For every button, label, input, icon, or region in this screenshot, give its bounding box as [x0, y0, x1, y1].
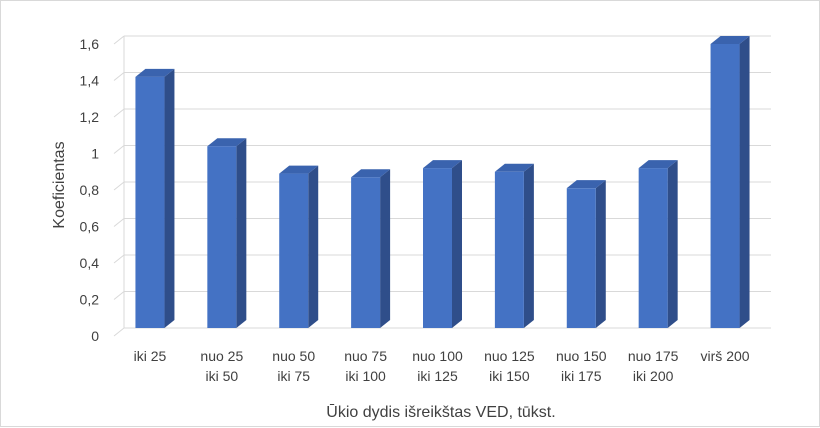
- x-tick-line: nuo 100: [412, 348, 463, 364]
- x-tick-label: virš 200: [701, 348, 750, 364]
- y-tick-label: 0,8: [80, 182, 100, 198]
- gridline-diag: [113, 291, 125, 300]
- x-tick-label: nuo 150 iki 175: [556, 348, 607, 384]
- bar-front: [351, 177, 381, 328]
- x-tick-line: nuo 75: [344, 348, 387, 364]
- gridline-diag: [113, 181, 125, 191]
- x-tick-line: nuo 50: [272, 348, 315, 364]
- y-tick-label: 1,2: [80, 109, 100, 125]
- bar: [638, 160, 678, 328]
- gridline-diag: [113, 218, 125, 227]
- bar-top: [279, 165, 319, 174]
- bar: [279, 165, 319, 328]
- bar-top: [351, 169, 391, 178]
- x-tick-line: iki 50: [205, 368, 238, 384]
- y-tick-labels: 0 0,2 0,4 0,6 0,8 1 1,2 1,4 1,6: [80, 36, 100, 344]
- x-tick-label: nuo 75 iki 100: [344, 348, 387, 384]
- bar-front: [423, 168, 452, 328]
- y-tick-label: 1,4: [80, 73, 100, 89]
- x-tick-line: iki 125: [417, 368, 458, 384]
- x-tick-line: iki 100: [345, 368, 386, 384]
- bar-side: [380, 169, 391, 328]
- x-tick-label: nuo 25 iki 50: [200, 348, 243, 384]
- bar-top: [566, 180, 606, 189]
- x-tick-line: iki 175: [561, 368, 602, 384]
- y-tick-label: 0,4: [80, 255, 100, 271]
- bar-side: [595, 180, 606, 328]
- gridline-diag: [113, 327, 125, 337]
- x-tick-label: nuo 175 iki 200: [628, 348, 679, 384]
- x-tick-label: nuo 125 iki 150: [484, 348, 535, 384]
- bars: [135, 36, 750, 328]
- x-axis-title: Ūkio dydis išreikštas VED, tūkst.: [326, 403, 555, 421]
- bar-front: [638, 168, 668, 328]
- y-tick-label: 1: [91, 146, 99, 162]
- bar-side: [164, 68, 175, 328]
- bar: [423, 160, 462, 328]
- bar-front: [710, 44, 740, 328]
- bar-top: [135, 68, 175, 77]
- bar-top: [494, 163, 534, 172]
- bar-side: [452, 160, 462, 328]
- bar: [351, 169, 391, 328]
- bar-front: [566, 188, 596, 328]
- bar-front: [207, 146, 237, 328]
- x-tick-line: iki 200: [633, 368, 674, 384]
- bar: [494, 163, 534, 328]
- bar-top: [207, 138, 247, 147]
- x-tick-line: nuo 25: [200, 348, 243, 364]
- bar-side: [236, 138, 247, 328]
- x-tick-label: iki 25: [134, 348, 167, 364]
- x-tick-line: iki 150: [489, 368, 530, 384]
- bar-top: [638, 160, 678, 169]
- bar-front: [135, 76, 165, 328]
- x-tick-label: nuo 100 iki 125: [412, 348, 463, 384]
- bar: [135, 68, 175, 328]
- x-tick-label: nuo 50 iki 75: [272, 348, 315, 384]
- x-tick-line: virš 200: [701, 348, 750, 364]
- x-tick-line: nuo 175: [628, 348, 679, 364]
- bar-top: [710, 36, 750, 44]
- gridline-diag: [113, 72, 125, 81]
- x-tick-line: nuo 125: [484, 348, 535, 364]
- bar-side: [308, 165, 319, 328]
- bar-side: [523, 163, 534, 328]
- x-tick-line: iki 25: [134, 348, 167, 364]
- y-tick-label: 0,2: [80, 292, 100, 308]
- y-axis-title: Koeficientas: [51, 141, 68, 228]
- bar-side: [667, 160, 678, 328]
- gridline-diag: [113, 108, 125, 118]
- y-tick-label: 0,6: [80, 219, 100, 235]
- y-tick-label: 0: [91, 328, 99, 344]
- gridline-diag: [113, 35, 125, 45]
- y-tick-label: 1,6: [80, 36, 100, 52]
- bar: [566, 180, 606, 328]
- bar-top: [423, 160, 462, 169]
- bar-side: [739, 36, 750, 328]
- gridline-diag: [113, 145, 125, 154]
- x-tick-labels: iki 25 nuo 25 iki 50 nuo 50 iki 75 nuo 75 iki …: [134, 348, 750, 384]
- gridline-diag: [113, 254, 125, 264]
- bar-front: [494, 171, 524, 328]
- x-tick-line: iki 75: [277, 368, 310, 384]
- x-tick-line: nuo 150: [556, 348, 607, 364]
- bar: [710, 36, 750, 328]
- bar: [207, 138, 247, 328]
- bar-front: [279, 173, 309, 328]
